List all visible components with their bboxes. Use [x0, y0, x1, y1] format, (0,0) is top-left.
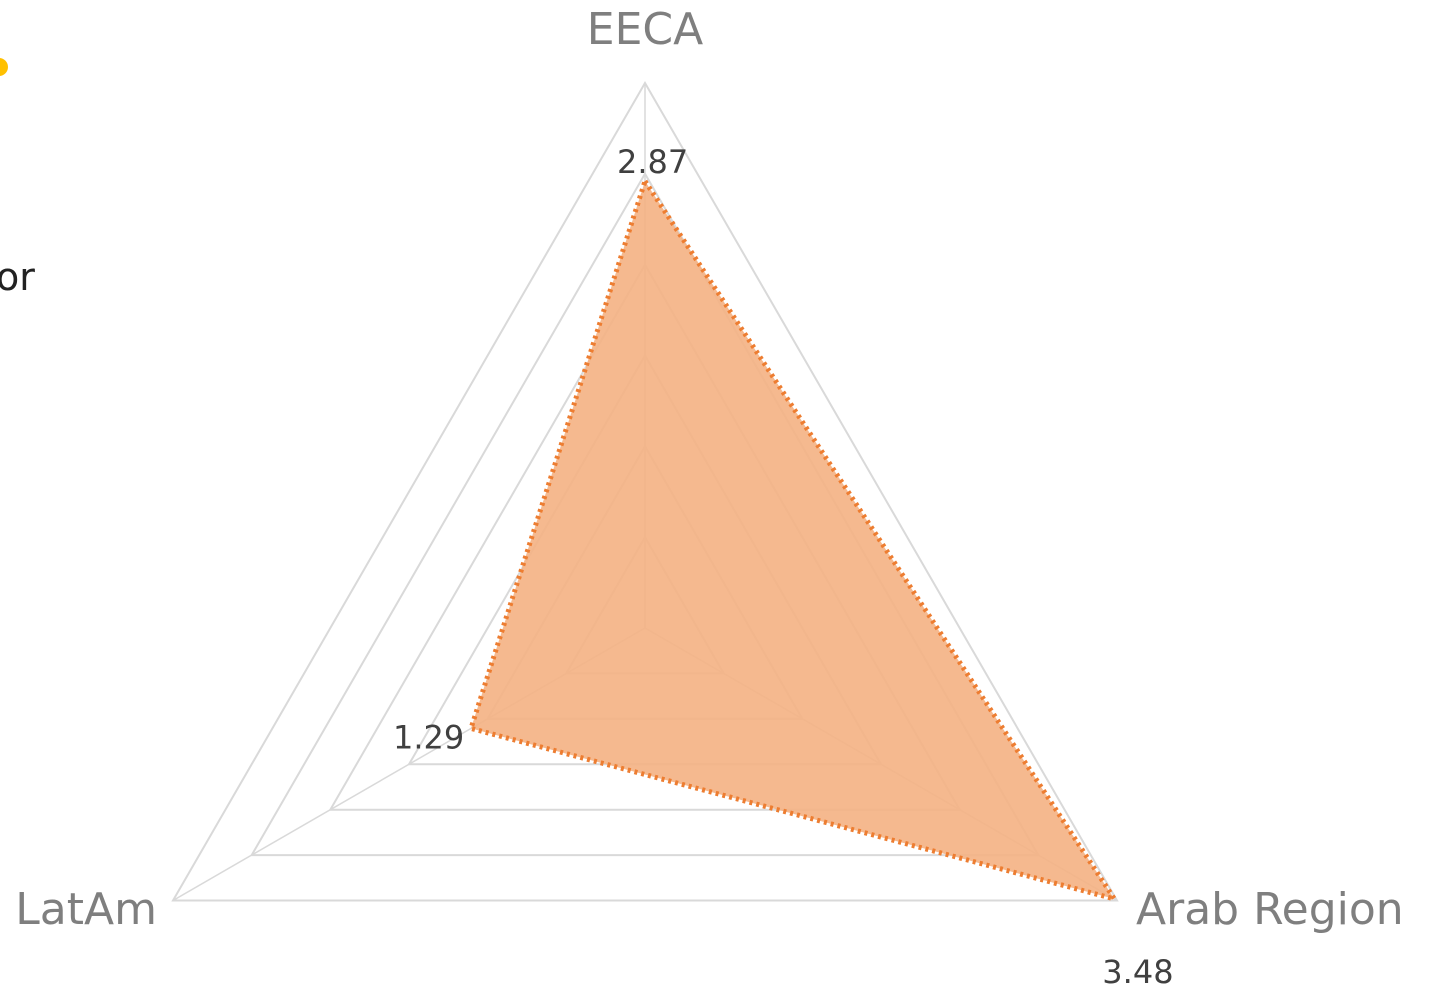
- axis-label-latam: LatAm: [15, 884, 157, 935]
- data-label-latam: 1.29: [393, 718, 464, 756]
- axis-labels: EECA Arab Region LatAm: [15, 4, 1403, 935]
- data-labels: 2.87 3.48 1.29: [393, 143, 1174, 991]
- data-label-eeca: 2.87: [617, 143, 688, 181]
- axis-label-arab-region: Arab Region: [1136, 884, 1404, 935]
- series-area-0: [467, 175, 1120, 903]
- grid-ring-6: [171, 81, 1119, 902]
- axis-label-eeca: EECA: [587, 4, 703, 55]
- data-label-arab-region: 3.48: [1102, 953, 1173, 991]
- edge-bullet-icon: [0, 58, 8, 76]
- radar-series: [467, 175, 1120, 903]
- edge-text-fragment: or: [0, 255, 35, 299]
